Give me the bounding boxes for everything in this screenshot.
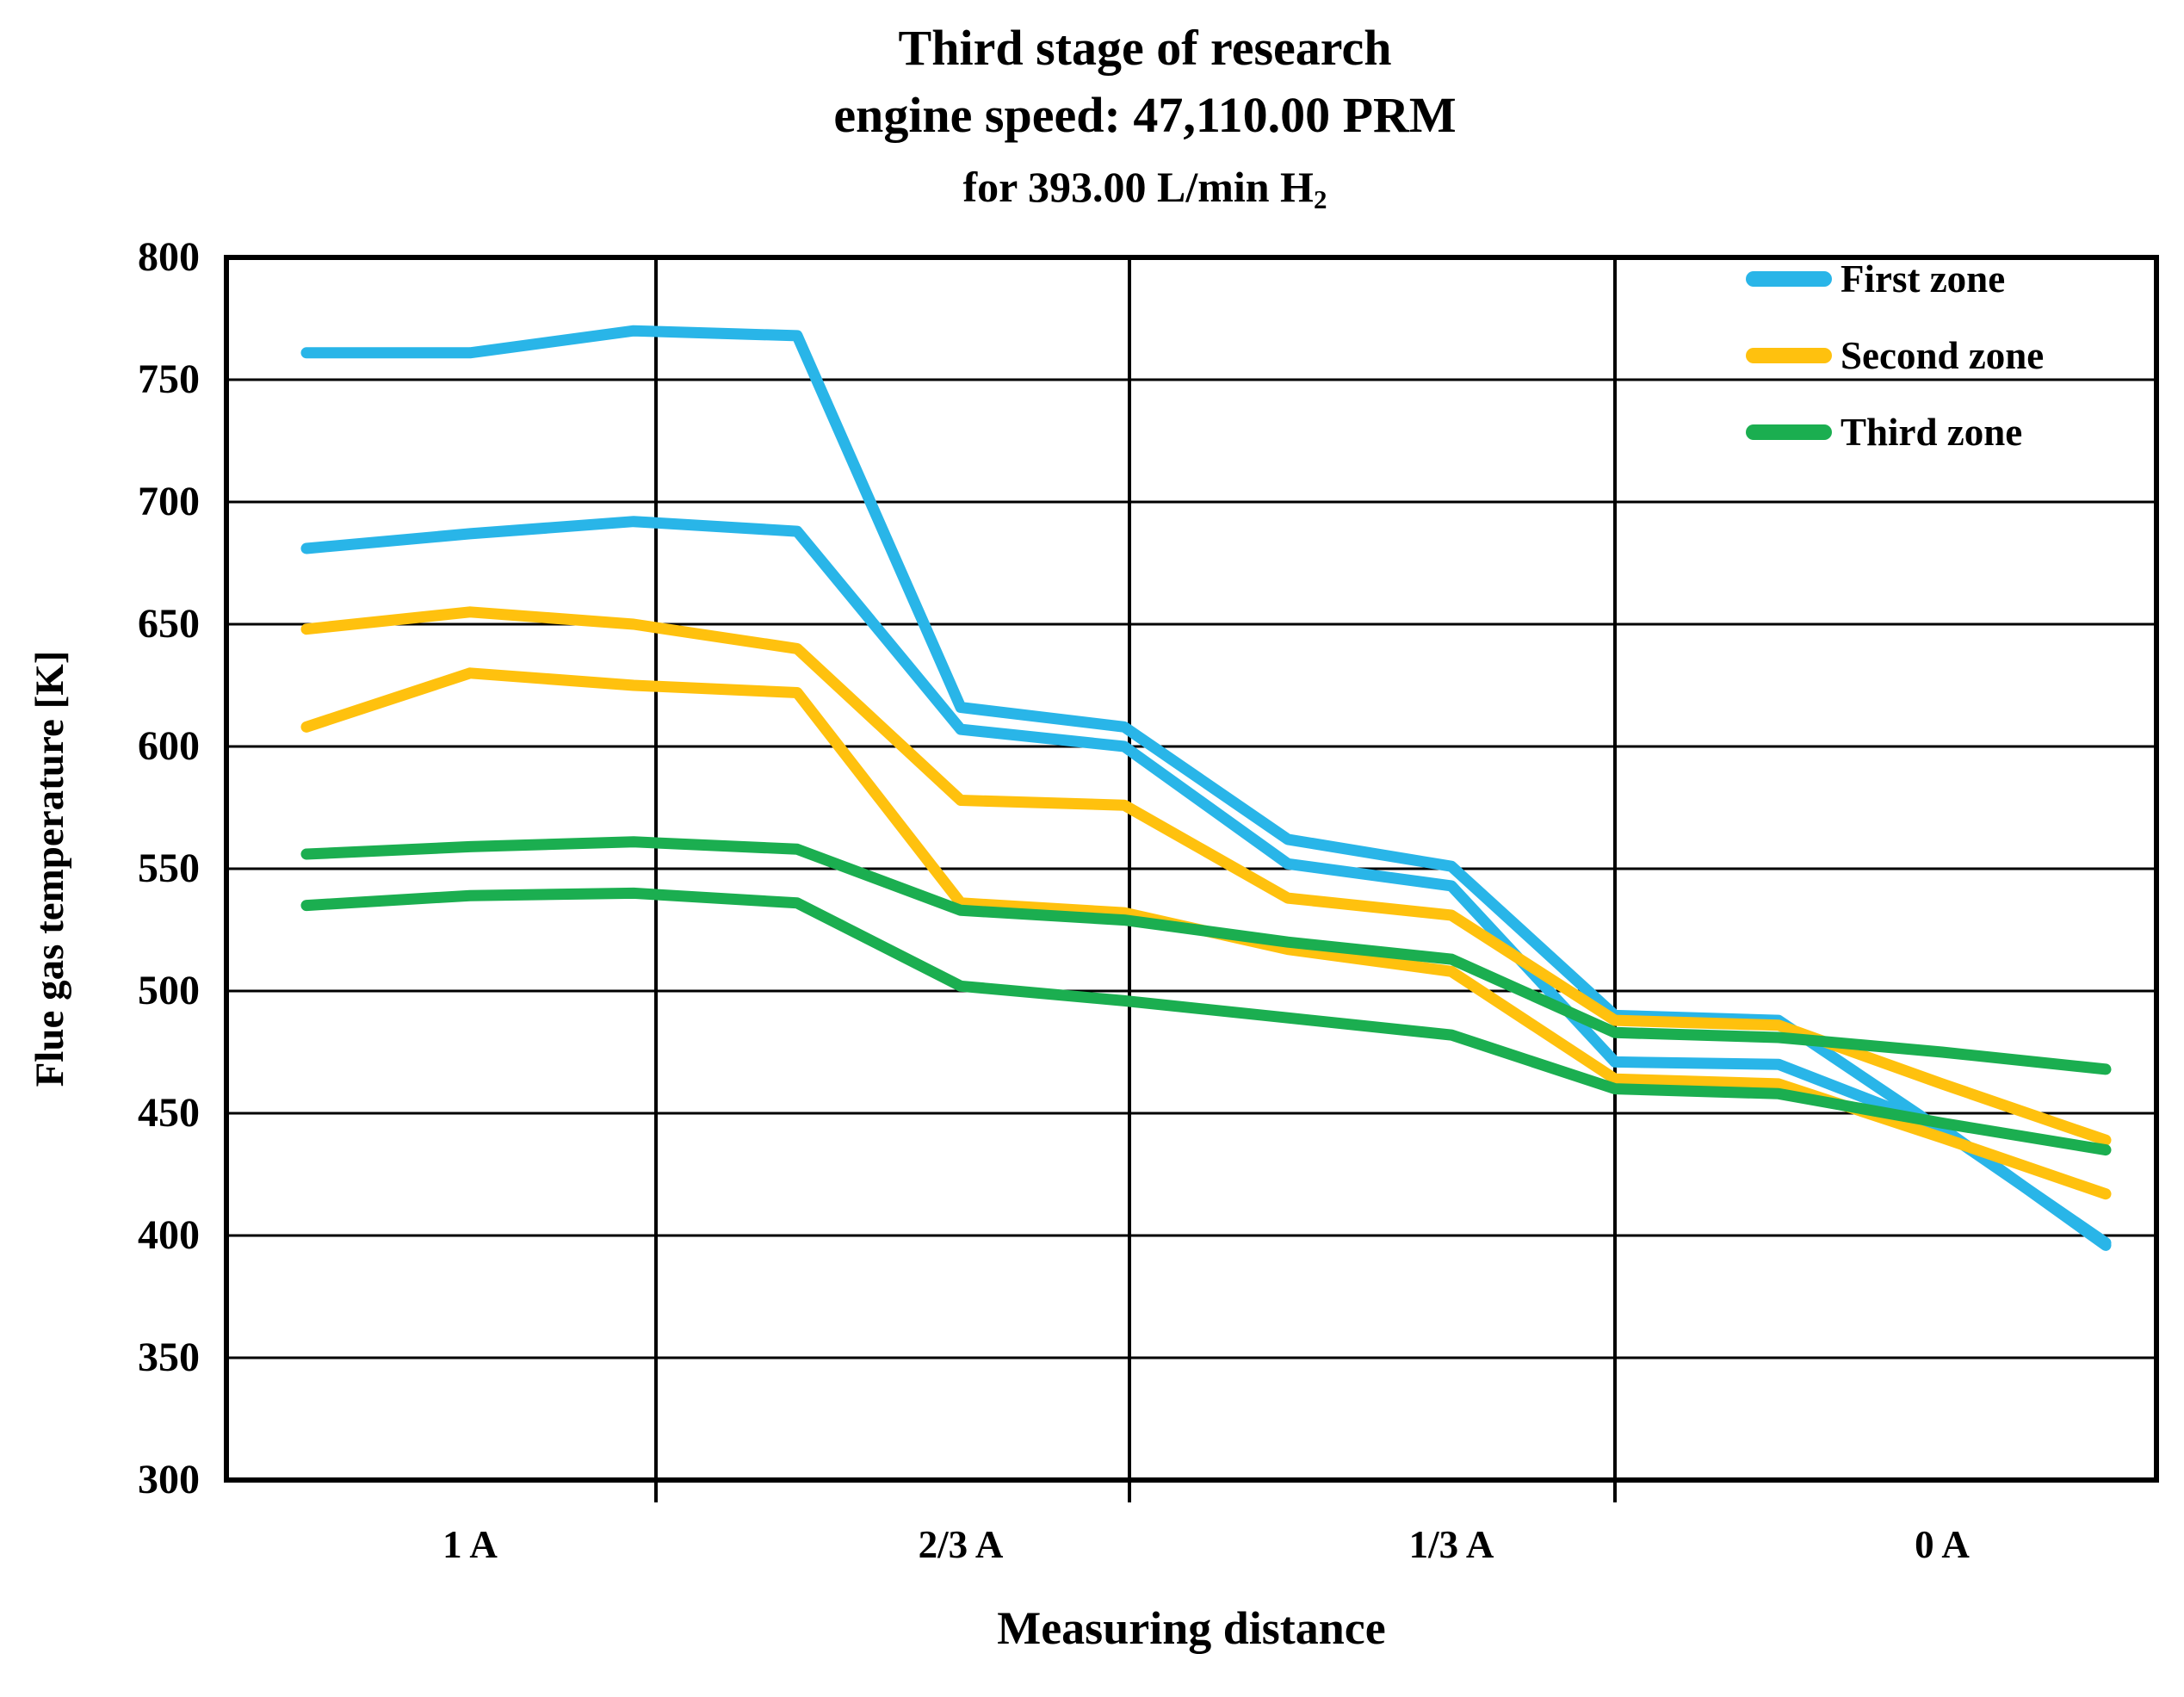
y-tick-label: 550	[138, 845, 200, 891]
x-tick-label-13A: 1/3 A	[1408, 1523, 1494, 1566]
y-tick-label: 350	[138, 1335, 200, 1380]
y-tick-label: 500	[138, 968, 200, 1013]
x-axis-title: Measuring distance	[997, 1602, 1386, 1654]
legend-label-first-zone: First zone	[1841, 257, 2006, 300]
chart-title-line1: Third stage of research	[898, 20, 1392, 76]
chart-title-line3-text: for 393.00 L/min H	[962, 162, 1314, 211]
x-tick-label-1A: 1 A	[442, 1523, 498, 1566]
y-tick-label: 750	[138, 356, 200, 402]
y-tick-label: 800	[138, 234, 200, 280]
y-tick-label: 600	[138, 723, 200, 769]
legend-swatch-first-zone	[1746, 271, 1832, 287]
legend-swatch-third-zone	[1746, 424, 1832, 440]
legend-swatch-second-zone	[1746, 348, 1832, 363]
legend-item-first-zone: First zone	[1746, 257, 2044, 301]
legend-item-second-zone: Second zone	[1746, 333, 2044, 378]
legend: First zone Second zone Third zone	[1746, 257, 2044, 486]
x-tick-label-23A: 2/3 A	[918, 1523, 1004, 1566]
y-tick-label: 700	[138, 479, 200, 524]
h2-subscript: 2	[1313, 183, 1327, 214]
y-tick-label: 650	[138, 601, 200, 647]
chart-title-line2: engine speed: 47,110.00 PRM	[833, 86, 1457, 143]
y-tick-label: 400	[138, 1212, 200, 1258]
chart-title: Third stage of research engine speed: 47…	[181, 0, 2109, 214]
legend-label-third-zone: Third zone	[1841, 411, 2023, 454]
legend-label-second-zone: Second zone	[1841, 334, 2045, 377]
legend-item-third-zone: Third zone	[1746, 410, 2044, 455]
chart-title-line3: for 393.00 L/min H2	[181, 162, 2109, 214]
y-tick-label: 450	[138, 1090, 200, 1136]
x-tick-label-0A: 0 A	[1915, 1523, 1970, 1566]
y-tick-label: 300	[138, 1457, 200, 1502]
